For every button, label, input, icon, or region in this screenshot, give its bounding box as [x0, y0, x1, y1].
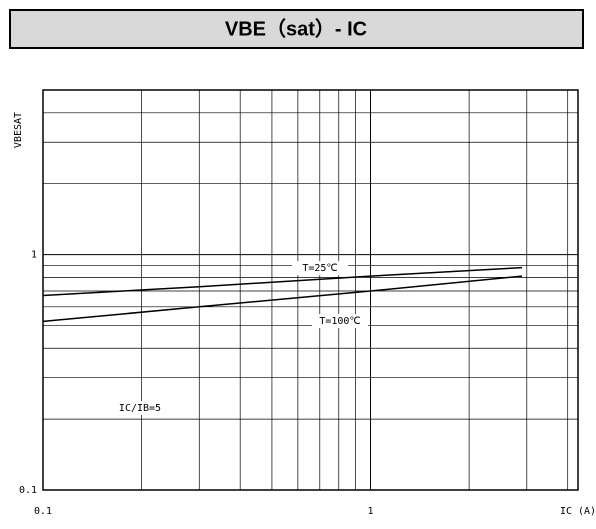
plot-frame — [42, 89, 579, 491]
series-label: T=100℃ — [319, 316, 360, 327]
x-tick-label: 0.1 — [34, 506, 52, 517]
label-bg — [292, 261, 348, 276]
y-axis-label: VBESAT — [13, 112, 24, 148]
title-box — [9, 9, 584, 49]
y-tick-label: 0.1 — [19, 485, 37, 496]
y-tick-label: 1 — [31, 250, 37, 261]
x-tick-label: 1 — [368, 506, 374, 517]
annotation: IC/IB=5 — [119, 403, 161, 414]
series-line — [42, 275, 523, 323]
chart-title: VBE（sat）- IC — [225, 17, 367, 40]
series-line — [42, 266, 523, 297]
series-label: T=25℃ — [302, 263, 337, 274]
label-bg — [312, 314, 368, 329]
x-axis-label: IC (A) — [560, 506, 596, 517]
label-bg — [112, 401, 168, 415]
